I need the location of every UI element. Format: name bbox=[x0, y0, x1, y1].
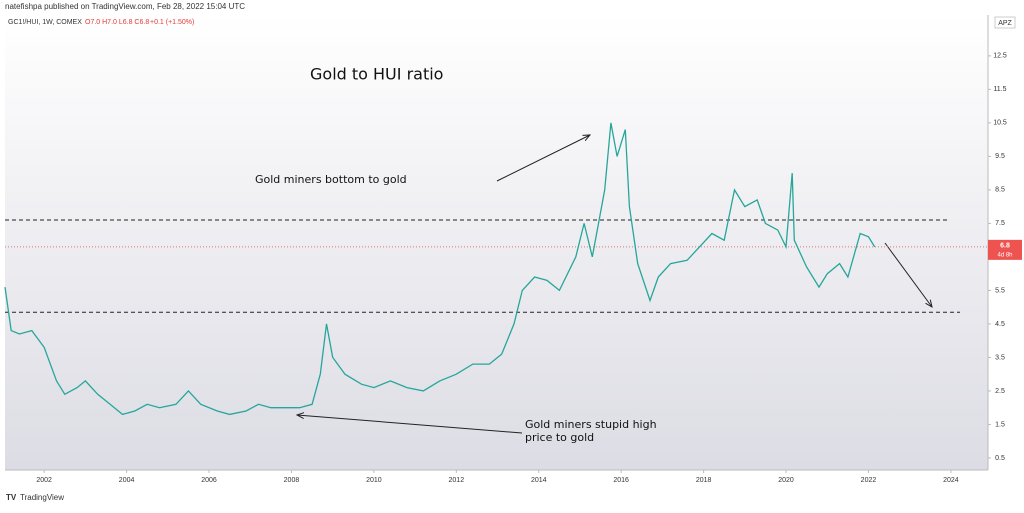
x-tick-label: 2016 bbox=[613, 477, 629, 484]
arrow bbox=[496, 135, 590, 182]
x-tick-label: 2014 bbox=[531, 477, 547, 484]
symbol: GC1!/HUI, 1W, COMEX bbox=[8, 19, 82, 26]
y-tick-label: 0.5 bbox=[995, 455, 1005, 462]
last-price-box bbox=[988, 239, 1022, 260]
brand: TradingView bbox=[20, 493, 64, 502]
y-tick-label: 4.5 bbox=[995, 321, 1005, 328]
chart-title: Gold to HUI ratio bbox=[310, 65, 443, 84]
y-tick-label: 5.5 bbox=[995, 287, 1005, 294]
y-tick-label: 12.5 bbox=[993, 53, 1007, 60]
x-tick-label: 2010 bbox=[366, 477, 382, 484]
price-line bbox=[4, 122, 876, 416]
y-tick-label: 10.5 bbox=[993, 120, 1007, 127]
change: +0.1 (+1.50%) bbox=[150, 19, 194, 26]
y-tick-label: 3.5 bbox=[995, 354, 1005, 361]
plot-area bbox=[5, 15, 988, 470]
scale-label[interactable]: APZ bbox=[998, 20, 1012, 27]
annotation: price to gold bbox=[525, 431, 594, 444]
last-price-label: 6.8 bbox=[1000, 243, 1010, 250]
x-tick-label: 2020 bbox=[778, 477, 794, 484]
countdown: 4d 8h bbox=[997, 252, 1012, 258]
y-tick-label: 8.5 bbox=[995, 187, 1005, 194]
x-tick-label: 2018 bbox=[696, 477, 712, 484]
x-tick-label: 2008 bbox=[284, 477, 300, 484]
x-tick-label: 2002 bbox=[36, 477, 52, 484]
scale-box[interactable] bbox=[994, 16, 1016, 29]
arrow bbox=[297, 415, 523, 434]
y-tick-label: 2.5 bbox=[995, 388, 1005, 395]
ohlc: O7.0 H7.0 L6.8 C6.8 bbox=[85, 19, 149, 26]
x-tick-label: 2004 bbox=[119, 477, 135, 484]
x-tick-label: 2006 bbox=[201, 477, 217, 484]
x-tick-label: 2022 bbox=[861, 477, 877, 484]
y-tick-label: 1.5 bbox=[995, 421, 1005, 428]
x-tick-label: 2024 bbox=[943, 477, 959, 484]
y-tick-label: 11.5 bbox=[993, 86, 1006, 93]
annotation: Gold miners stupid high bbox=[525, 418, 657, 431]
x-tick-label: 2012 bbox=[449, 477, 465, 484]
y-tick-label: 9.5 bbox=[995, 153, 1005, 160]
logo-mark: TV bbox=[6, 493, 17, 502]
arrow bbox=[884, 242, 932, 307]
publisher: natefishpa published on TradingView.com,… bbox=[5, 2, 245, 11]
annotation: Gold miners bottom to gold bbox=[255, 173, 407, 186]
y-tick-label: 7.5 bbox=[995, 220, 1005, 227]
